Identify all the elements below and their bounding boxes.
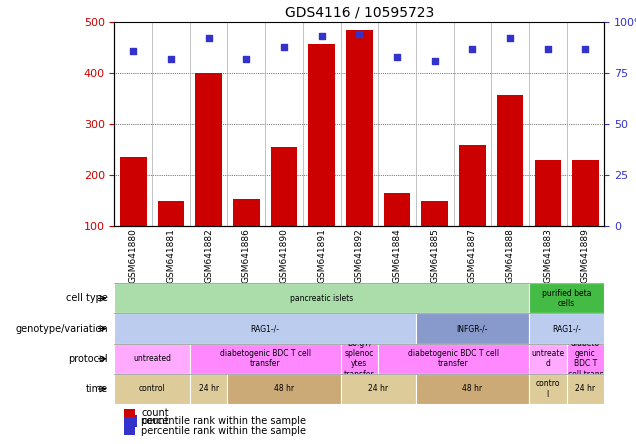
- Bar: [459, 145, 485, 226]
- Point: [580, 45, 590, 52]
- Bar: [529, 313, 604, 344]
- Text: count: count: [141, 416, 169, 426]
- Bar: [416, 313, 529, 344]
- Point: [279, 43, 289, 50]
- Text: 24 hr: 24 hr: [576, 385, 595, 393]
- Bar: [233, 198, 259, 226]
- Point: [204, 35, 214, 42]
- Point: [354, 31, 364, 38]
- Point: [241, 55, 251, 62]
- Text: protocol: protocol: [69, 354, 108, 364]
- Text: control: control: [139, 385, 165, 393]
- Bar: [497, 95, 523, 226]
- Text: 48 hr: 48 hr: [274, 385, 294, 393]
- Text: 24 hr: 24 hr: [198, 385, 219, 393]
- Text: B6.g7/
splenoc
ytes
transfer: B6.g7/ splenoc ytes transfer: [344, 339, 375, 379]
- Bar: [114, 344, 190, 374]
- Text: diabeto
genic
BDC T
cell trans: diabeto genic BDC T cell trans: [567, 339, 603, 379]
- Bar: [384, 193, 410, 226]
- Bar: [340, 374, 416, 404]
- Bar: [124, 408, 135, 417]
- Point: [128, 47, 139, 54]
- Bar: [416, 374, 529, 404]
- Bar: [567, 374, 604, 404]
- Text: RAG1-/-: RAG1-/-: [251, 324, 280, 333]
- Bar: [378, 344, 529, 374]
- Bar: [340, 344, 378, 374]
- Bar: [529, 344, 567, 374]
- Point: [166, 55, 176, 62]
- Text: diabetogenic BDC T cell
transfer: diabetogenic BDC T cell transfer: [219, 349, 311, 369]
- Bar: [422, 201, 448, 226]
- Title: GDS4116 / 10595723: GDS4116 / 10595723: [285, 6, 434, 20]
- Text: 24 hr: 24 hr: [368, 385, 388, 393]
- Point: [543, 45, 553, 52]
- Text: untreate
d: untreate d: [531, 349, 564, 369]
- Bar: [158, 201, 184, 226]
- Bar: [120, 157, 146, 226]
- Bar: [346, 30, 373, 226]
- Bar: [271, 147, 297, 226]
- Bar: [567, 344, 604, 374]
- Bar: [114, 374, 190, 404]
- Bar: [124, 415, 137, 427]
- Text: percentile rank within the sample: percentile rank within the sample: [141, 416, 307, 426]
- Bar: [190, 344, 340, 374]
- Text: 48 hr: 48 hr: [462, 385, 483, 393]
- Text: diabetogenic BDC T cell
transfer: diabetogenic BDC T cell transfer: [408, 349, 499, 369]
- Bar: [308, 44, 335, 226]
- Bar: [228, 374, 340, 404]
- Point: [317, 33, 327, 40]
- Point: [429, 57, 439, 64]
- Text: count: count: [141, 408, 169, 418]
- Text: untreated: untreated: [133, 354, 171, 363]
- Bar: [114, 283, 529, 313]
- Text: pancreatic islets: pancreatic islets: [290, 294, 353, 303]
- Text: percentile rank within the sample: percentile rank within the sample: [141, 426, 307, 436]
- Bar: [529, 374, 567, 404]
- Text: RAG1-/-: RAG1-/-: [552, 324, 581, 333]
- Bar: [534, 160, 561, 226]
- Bar: [572, 160, 598, 226]
- Text: time: time: [86, 384, 108, 394]
- Point: [505, 35, 515, 42]
- Text: purified beta
cells: purified beta cells: [542, 289, 591, 308]
- Bar: [195, 73, 222, 226]
- Text: genotype/variation: genotype/variation: [15, 324, 108, 333]
- Bar: [124, 426, 135, 435]
- Bar: [190, 374, 228, 404]
- Point: [392, 53, 402, 60]
- Text: contro
l: contro l: [536, 379, 560, 399]
- Point: [467, 45, 478, 52]
- Bar: [529, 283, 604, 313]
- Text: cell type: cell type: [66, 293, 108, 303]
- Text: INFGR-/-: INFGR-/-: [457, 324, 488, 333]
- Bar: [114, 313, 416, 344]
- Bar: [124, 415, 137, 427]
